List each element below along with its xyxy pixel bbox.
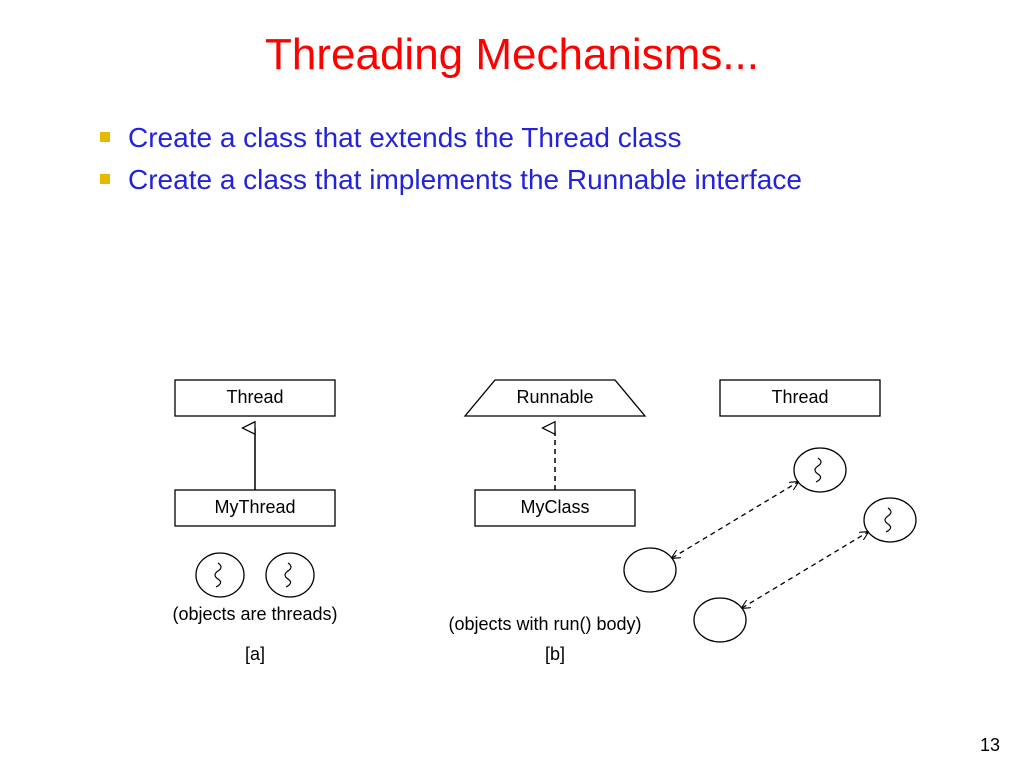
- svg-text:MyThread: MyThread: [214, 497, 295, 517]
- bullet-text: Create a class that implements the Runna…: [128, 162, 802, 198]
- uml-diagram: Thread MyThread MyClass Thread Runnable (obje…: [0, 340, 1024, 720]
- svg-text:[a]: [a]: [245, 644, 265, 664]
- bullet-item: Create a class that implements the Runna…: [100, 162, 924, 198]
- bullet-text: Create a class that extends the Thread c…: [128, 120, 682, 156]
- slide-title: Threading Mechanisms...: [0, 0, 1024, 80]
- svg-text:[b]: [b]: [545, 644, 565, 664]
- svg-text:(objects are threads): (objects are threads): [172, 604, 337, 624]
- bullet-marker-icon: [100, 174, 110, 184]
- svg-text:Runnable: Runnable: [516, 387, 593, 407]
- svg-text:Thread: Thread: [771, 387, 828, 407]
- svg-text:MyClass: MyClass: [520, 497, 589, 517]
- svg-text:Thread: Thread: [226, 387, 283, 407]
- page-number: 13: [980, 735, 1000, 756]
- svg-text:(objects with run() body): (objects with run() body): [448, 614, 641, 634]
- bullet-item: Create a class that extends the Thread c…: [100, 120, 924, 156]
- bullet-list: Create a class that extends the Thread c…: [100, 120, 924, 199]
- bullet-marker-icon: [100, 132, 110, 142]
